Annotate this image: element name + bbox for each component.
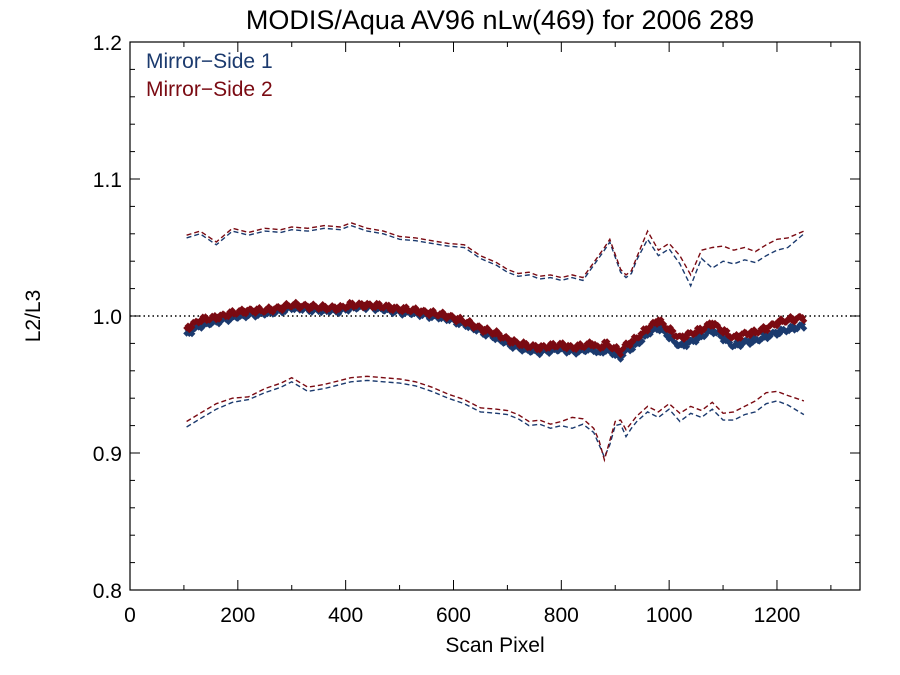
y-tick-label: 1.2 <box>93 32 122 55</box>
x-tick-label: 800 <box>544 604 579 627</box>
series-2-lower-line <box>186 375 805 463</box>
legend-entry-mirror-side-2: Mirror−Side 2 <box>146 78 273 101</box>
y-axis-label: L2/L3 <box>22 290 45 343</box>
series-2-point <box>723 327 731 335</box>
x-tick-label: 200 <box>220 604 255 627</box>
series-2-point <box>626 342 634 350</box>
x-axis-label: Scan Pixel <box>445 634 544 657</box>
y-tick-label: 1.1 <box>93 169 122 192</box>
x-tick-label: 1000 <box>646 604 693 627</box>
x-tick-label: 1200 <box>754 604 801 627</box>
series-1-upper-line <box>186 224 805 288</box>
series-2-upper-line <box>186 222 805 279</box>
series-1-lower-line <box>186 379 805 459</box>
y-tick-label: 0.9 <box>93 443 122 466</box>
x-tick-label: 0 <box>124 604 136 627</box>
plot-series <box>183 222 808 463</box>
x-tick-label: 400 <box>328 604 363 627</box>
x-tick-label: 600 <box>436 604 471 627</box>
chart-title: MODIS/Aqua AV96 nLw(469) for 2006 289 <box>246 5 754 35</box>
tick-labels: 0 200 400 600 800 1000 1200 0.8 0.9 1.0 1.1 1.2 <box>93 32 801 627</box>
axis-ticks <box>129 41 860 591</box>
legend-entry-mirror-side-1: Mirror−Side 1 <box>146 50 273 73</box>
series-2-point <box>617 351 624 359</box>
y-tick-label: 0.8 <box>93 580 122 603</box>
series-2-point <box>188 323 196 331</box>
y-tick-label: 1.0 <box>93 306 122 329</box>
